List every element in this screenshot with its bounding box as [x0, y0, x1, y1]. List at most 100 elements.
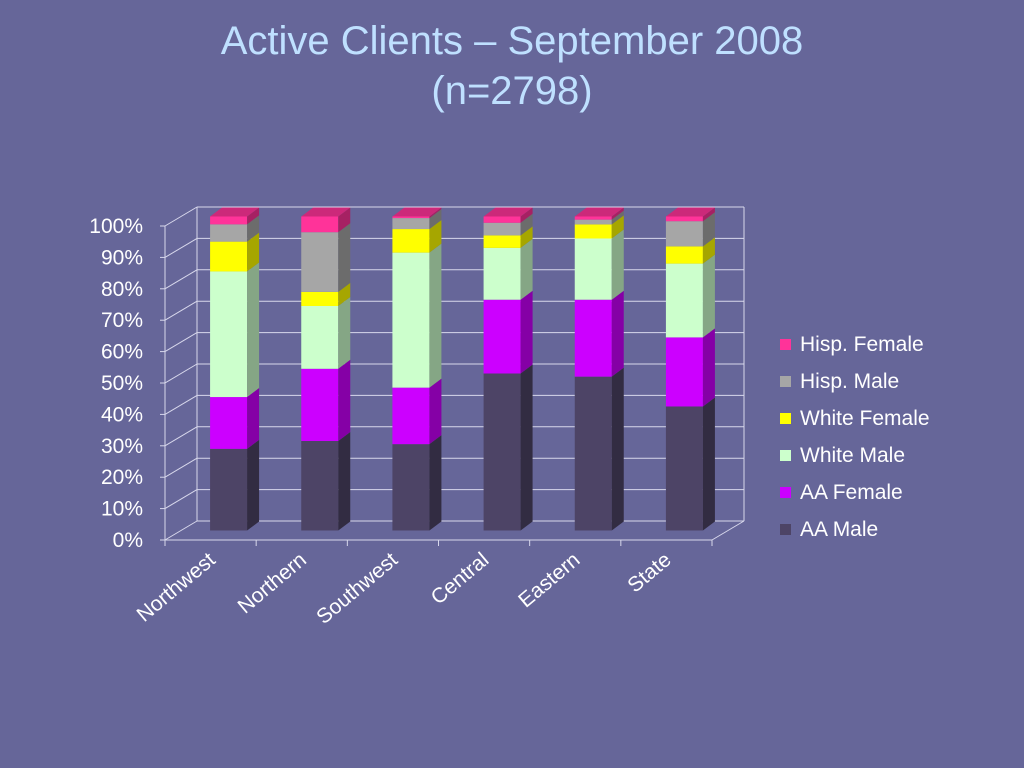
legend-label: White Female [800, 406, 930, 430]
bar-segment-side [702, 237, 715, 264]
bar-segment-side [520, 213, 533, 236]
legend-swatch [780, 487, 791, 498]
bar-segment [392, 252, 430, 388]
bar-segment [665, 263, 703, 338]
bar-segment-side [702, 397, 715, 531]
bar-segment-side [247, 262, 260, 398]
bar-segment-side [611, 215, 624, 239]
bar-segment [665, 216, 703, 222]
bar-segment [483, 216, 521, 223]
bar-segment [301, 305, 339, 369]
x-category-label: State [623, 548, 675, 597]
bar-segment [665, 406, 703, 531]
slide-title: Active Clients – September 2008 (n=2798) [0, 16, 1024, 116]
y-tick-label: 10% [101, 498, 143, 521]
bar-top [574, 207, 624, 217]
title-line-2: (n=2798) [431, 69, 593, 113]
bar-segment [392, 229, 430, 253]
bar-segment-side [429, 243, 442, 388]
bar-top [665, 207, 715, 217]
bar-segment [392, 216, 430, 219]
bar-segment-side [520, 226, 533, 248]
legend-swatch [780, 450, 791, 461]
y-tick-label: 80% [101, 278, 143, 301]
y-tick-label: 70% [101, 309, 143, 332]
gridline-side [164, 237, 198, 258]
bar-segment [210, 241, 248, 272]
bar-segment [665, 337, 703, 407]
bar-segment [665, 246, 703, 264]
bar-segment [574, 376, 612, 531]
bar-segment [392, 387, 430, 445]
bar-segment-side [611, 367, 624, 531]
bar-segment-side [429, 220, 442, 253]
bar-segment-side [611, 290, 624, 377]
bar-segment [574, 238, 612, 300]
legend-label: White Male [800, 443, 906, 467]
bar-segment-side [429, 435, 442, 531]
legend-item: White Female [780, 400, 930, 437]
bar-segment-side [338, 432, 351, 531]
legend-swatch [780, 339, 791, 350]
legend-label: Hisp. Male [800, 369, 900, 393]
bar-segment-side [702, 212, 715, 247]
bar-segment-side [247, 439, 260, 531]
bar-segment-side [520, 207, 533, 223]
bar-segment [483, 235, 521, 248]
gridline-side [164, 206, 198, 227]
legend-item: Hisp. Male [780, 363, 930, 400]
bar-segment [210, 216, 248, 225]
gridline-side [164, 394, 198, 415]
bar-segment-side [520, 364, 533, 531]
bar-segment [392, 218, 430, 230]
x-category-label: Central [427, 548, 494, 609]
gridline-side [164, 426, 198, 447]
bar-segment-side [338, 359, 351, 442]
bar-segment [301, 216, 339, 233]
gridline-side [164, 489, 198, 510]
legend-swatch [780, 524, 791, 535]
gridline-side [164, 520, 198, 541]
bar-segment-side [611, 229, 624, 300]
gridline-side [164, 363, 198, 384]
y-tick-label: 20% [101, 466, 143, 489]
x-category-label: Northwest [133, 548, 220, 626]
bar-segment [301, 232, 339, 292]
legend-swatch [780, 413, 791, 424]
bar-top [483, 207, 533, 217]
y-tick-label: 60% [101, 341, 143, 364]
bar-segment-side [520, 238, 533, 300]
bar-segment-side [702, 254, 715, 338]
y-tick-label: 30% [101, 435, 143, 458]
x-category-label: Southwest [312, 548, 402, 629]
bar-segment [574, 216, 612, 220]
bar-segment-side [429, 207, 442, 219]
bar-segment [483, 299, 521, 374]
y-tick-label: 50% [101, 372, 143, 395]
legend-swatch [780, 376, 791, 387]
legend-item: Hisp. Female [780, 326, 930, 363]
x-category-label: Eastern [514, 548, 584, 612]
bar-segment [483, 247, 521, 300]
legend-item: AA Female [780, 474, 930, 511]
bar-top [392, 207, 442, 217]
bar-segment-side [338, 282, 351, 306]
bar-segment-side [247, 215, 260, 242]
bar-segment [665, 221, 703, 247]
legend-item: White Male [780, 437, 930, 474]
bar-segment [210, 448, 248, 531]
gridline-side [164, 457, 198, 478]
floor-right-edge [711, 520, 745, 541]
x-category-label: Northern [234, 548, 311, 618]
bar-segment [301, 368, 339, 442]
bar-segment [210, 397, 248, 449]
y-tick-label: 0% [113, 529, 143, 552]
bar-segment-side [520, 290, 533, 374]
bar-segment-side [338, 207, 351, 233]
bar-top [301, 207, 351, 217]
y-tick-label: 40% [101, 403, 143, 426]
gridline-side [164, 269, 198, 290]
bar-segment [574, 299, 612, 377]
y-tick-label: 90% [101, 246, 143, 269]
